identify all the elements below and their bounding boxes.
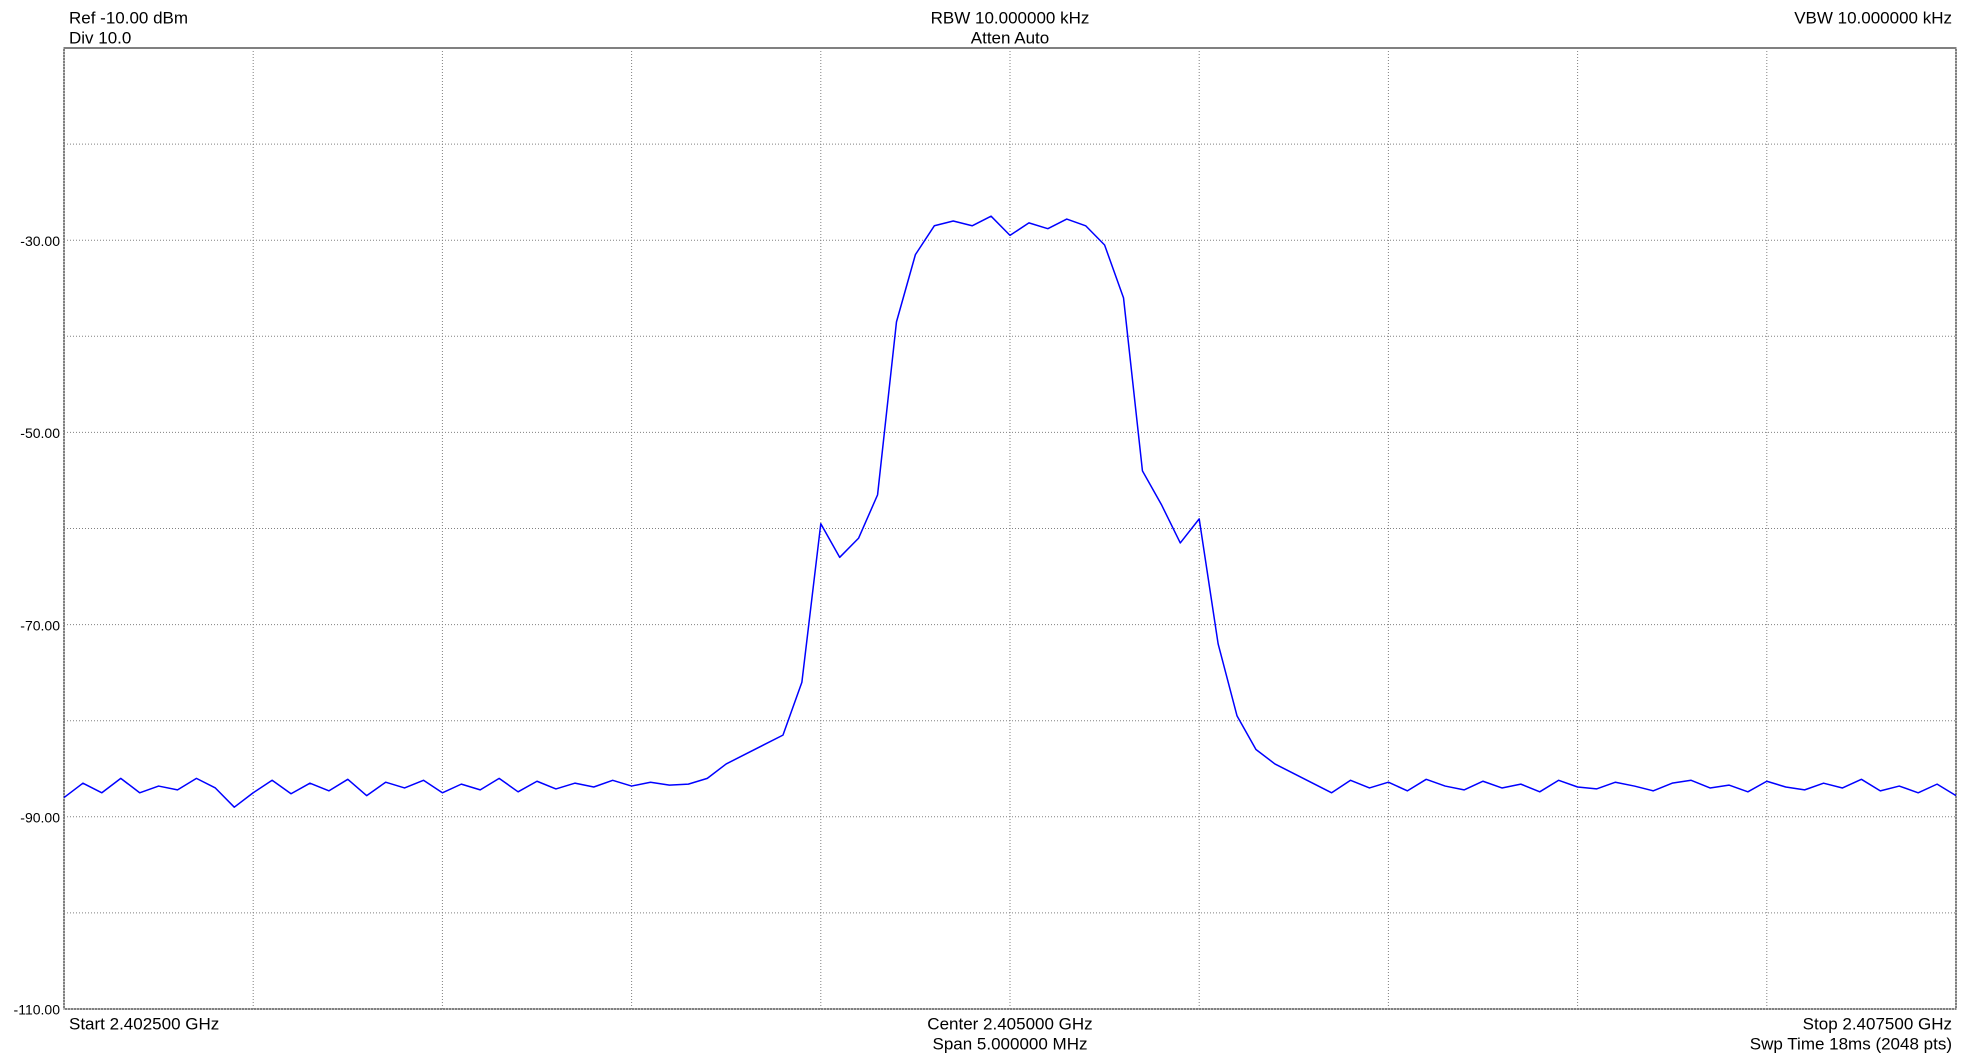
rbw: RBW 10.000000 kHz (931, 8, 1090, 27)
y-tick-label: -110.00 (14, 1002, 61, 1018)
vbw: VBW 10.000000 kHz (1794, 8, 1952, 27)
attenuation: Atten Auto (971, 28, 1049, 47)
y-tick-label: -90.00 (20, 810, 60, 826)
y-tick-label: -70.00 (20, 617, 60, 633)
sweep-time: Swp Time 18ms (2048 pts) (1750, 1034, 1952, 1053)
y-tick-label: -50.00 (20, 425, 60, 441)
center-frequency: Center 2.405000 GHz (927, 1014, 1092, 1033)
trace (63, 215, 1957, 808)
stop-frequency: Stop 2.407500 GHz (1803, 1014, 1952, 1033)
span: Span 5.000000 MHz (933, 1034, 1088, 1053)
ref-level: Ref -10.00 dBm (69, 8, 188, 27)
start-frequency: Start 2.402500 GHz (69, 1014, 219, 1033)
y-tick-label: -30.00 (20, 233, 60, 249)
division: Div 10.0 (69, 28, 131, 47)
